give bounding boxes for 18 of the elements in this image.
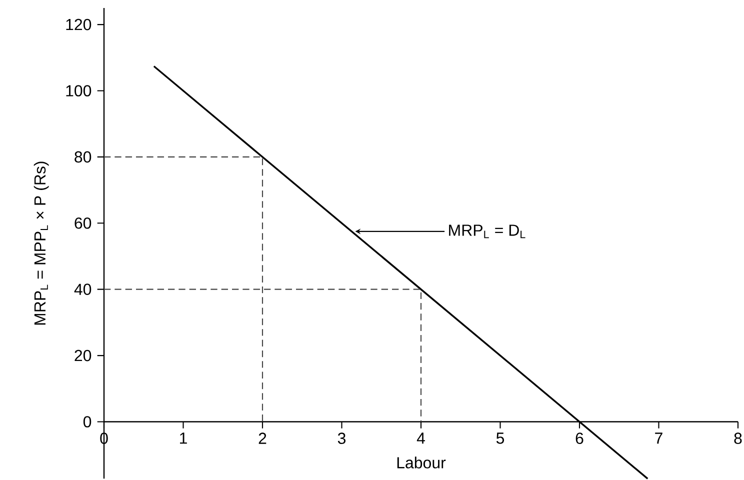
y-tick-label: 0 [83,416,92,428]
y-axis-title: MRP$_{L}$ = MPP$_{L}$ × P (Rs) [34,162,49,325]
x-tick-label: 1 [180,432,187,444]
x-axis-title: Labour [397,456,446,468]
y-tick-label: 60 [74,217,92,229]
y-tick-label: 80 [74,151,92,163]
y-tick-label: 100 [66,85,92,96]
x-tick-label: 8 [734,432,742,444]
x-tick-label: 2 [258,432,266,444]
annotation: MRP$_{L}$ = D$_{L}$ [449,224,526,238]
y-tick-label: 40 [74,284,92,295]
y-tick-label: 20 [74,350,92,362]
x-tick-label: 5 [496,432,504,444]
y-tick-label: 120 [66,18,92,30]
x-tick-label: 3 [338,432,346,444]
x-tick-label: 7 [655,432,662,444]
x-tick-label: 4 [416,432,425,444]
x-tick-label: 6 [576,432,584,444]
